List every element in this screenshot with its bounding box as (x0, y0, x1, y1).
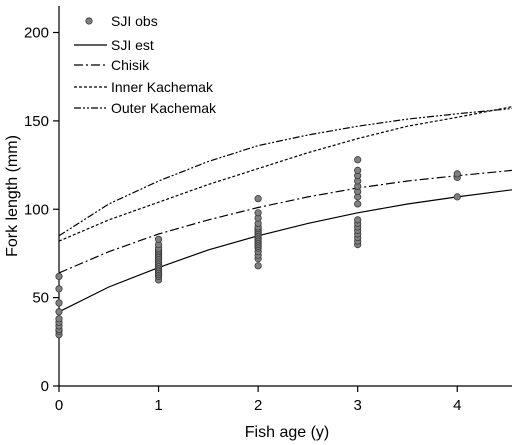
legend-marker-obs (85, 17, 93, 25)
x-tick-label: 0 (55, 397, 63, 414)
legend-label-inner-kachemak: Inner Kachemak (111, 79, 214, 95)
y-tick-label: 200 (24, 25, 49, 42)
observation-point (354, 166, 362, 174)
observation-point (55, 315, 63, 323)
y-tick-label: 0 (41, 378, 49, 395)
legend-label-chisik: Chisik (111, 57, 150, 73)
observation-point (55, 299, 63, 307)
observation-point (154, 235, 163, 243)
y-tick-label: 50 (32, 290, 49, 307)
observation-points (55, 156, 461, 339)
observation-point (55, 285, 63, 293)
series-line-outer-kachemak (58, 107, 512, 237)
plot-area: 0 1 2 3 4 0 50 100 150 200 (24, 6, 512, 414)
observation-point (254, 209, 262, 217)
observation-point (354, 216, 362, 224)
y-tick-label: 150 (24, 113, 49, 130)
legend-label-sji-est: SJI est (111, 37, 154, 53)
legend-label-obs: SJI obs (111, 13, 158, 29)
legend: SJI obs SJI est Chisik Inner Kachemak Ou… (74, 13, 217, 116)
x-ticks: 0 1 2 3 4 (55, 386, 461, 414)
observation-point (453, 170, 461, 178)
y-tick-label: 100 (24, 201, 49, 218)
observation-point (254, 262, 262, 270)
x-axis-label: Fish age (y) (245, 424, 329, 441)
series-line-inner-kachemak (58, 106, 512, 242)
observation-point (254, 195, 262, 203)
series-line-chisik (58, 169, 512, 274)
x-tick-label: 2 (254, 397, 262, 414)
series-line-sji-est (58, 189, 512, 313)
observation-point (354, 156, 362, 164)
y-ticks: 0 50 100 150 200 (24, 25, 59, 395)
x-tick-label: 1 (154, 397, 162, 414)
observation-point (354, 200, 362, 208)
series-lines (58, 106, 512, 313)
legend-label-outer-kachemak: Outer Kachemak (111, 100, 217, 116)
observation-point (55, 308, 63, 316)
observation-point (55, 272, 63, 281)
y-axis-label: Fork length (mm) (4, 135, 21, 257)
x-tick-label: 3 (354, 397, 362, 414)
x-tick-label: 4 (453, 397, 461, 414)
observation-point (453, 193, 461, 201)
